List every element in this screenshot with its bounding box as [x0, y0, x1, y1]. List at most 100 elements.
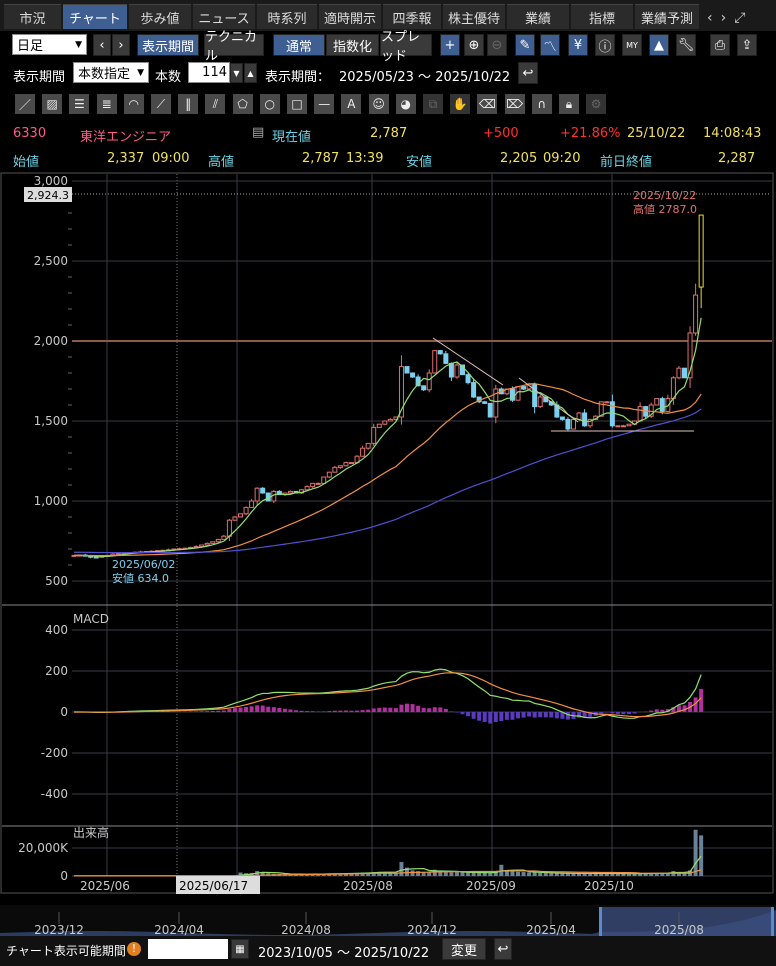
- macd-histogram-bar: [382, 707, 387, 712]
- hlines-tool-icon[interactable]: ☰: [69, 94, 90, 114]
- change-button[interactable]: 変更: [442, 938, 486, 960]
- area-chart-icon[interactable]: ▲: [649, 34, 669, 56]
- display-period-button[interactable]: 表示期間: [137, 34, 199, 56]
- eraser-tool-icon[interactable]: ⌫: [477, 94, 498, 114]
- wrench-icon[interactable]: 🔧︎: [676, 34, 696, 56]
- tab-0[interactable]: 市況: [4, 4, 61, 29]
- tab-6[interactable]: 四季報: [383, 4, 441, 29]
- navigator-selection[interactable]: [600, 907, 774, 936]
- expand-icon[interactable]: ⤢: [734, 9, 746, 26]
- eraser-all-tool-icon[interactable]: ⌦: [504, 94, 525, 114]
- candle: [360, 447, 366, 457]
- indexed-button[interactable]: 指数化: [326, 34, 379, 56]
- navigator-handle-left[interactable]: [599, 907, 602, 936]
- trendline[interactable]: [518, 377, 579, 423]
- cursor-tool-icon[interactable]: ◕: [395, 94, 416, 114]
- gear-tool-icon[interactable]: ⚙: [586, 94, 607, 114]
- period-mode-value: 本数指定: [78, 67, 131, 82]
- macd-histogram-bar: [693, 697, 698, 712]
- prev-button[interactable]: ‹: [93, 34, 111, 56]
- print-icon[interactable]: ⎙: [710, 34, 730, 56]
- lock-tool-icon[interactable]: 🔒︎: [559, 94, 579, 114]
- pentagon-tool-icon[interactable]: ⬠: [232, 94, 253, 114]
- fan2-tool-icon[interactable]: ⫽: [205, 94, 226, 114]
- date-input[interactable]: [148, 939, 228, 959]
- tab-scroll[interactable]: ‹ › ⤢: [701, 4, 745, 31]
- stock-chart[interactable]: 3,000 2,500 2,000 1,500 1,000 500 400 200 0 -200 -…: [0, 172, 776, 936]
- tab-2[interactable]: 歩み値: [129, 4, 191, 29]
- trendline[interactable]: [432, 337, 504, 386]
- chevron-left-icon[interactable]: ‹: [707, 9, 713, 26]
- zoom-in-icon[interactable]: ⊕: [464, 34, 484, 56]
- chevron-right-icon[interactable]: ›: [720, 9, 727, 26]
- volume-bar: [477, 872, 482, 876]
- document-icon[interactable]: ▤: [252, 125, 265, 140]
- count-down-icon[interactable]: ▼: [230, 63, 243, 83]
- technical-button[interactable]: テクニカル: [204, 30, 264, 64]
- normal-button[interactable]: 通常: [273, 34, 325, 56]
- volume-bar: [665, 872, 670, 876]
- yen-icon[interactable]: ¥: [568, 34, 588, 56]
- tab-1[interactable]: チャート: [63, 4, 127, 29]
- info-icon[interactable]: ⓘ: [595, 34, 615, 56]
- copy-tool-icon[interactable]: ⧉: [423, 94, 443, 114]
- stamp-tool-icon[interactable]: ☺: [368, 94, 389, 114]
- macd-histogram-bar: [377, 707, 382, 712]
- candle: [410, 372, 416, 378]
- macd-histogram-bar: [216, 710, 221, 712]
- export-icon[interactable]: ⇪: [737, 34, 757, 56]
- count-up-icon[interactable]: ▲: [244, 63, 257, 83]
- macd-histogram-bar: [460, 712, 465, 715]
- tab-9[interactable]: 指標: [571, 4, 633, 29]
- circle-tool-icon[interactable]: ○: [259, 94, 280, 114]
- count-input[interactable]: 114: [188, 62, 230, 83]
- calendar-icon[interactable]: ▦: [231, 939, 249, 959]
- navigator-handle-right[interactable]: [771, 907, 774, 936]
- undo-icon[interactable]: ↩: [518, 62, 538, 84]
- line-tool-icon[interactable]: ／: [15, 94, 35, 114]
- tab-3[interactable]: ニュース: [193, 4, 255, 29]
- hlines2-tool-icon[interactable]: ≣: [96, 94, 117, 114]
- tab-5[interactable]: 適時開示: [319, 4, 381, 29]
- candle: [654, 398, 660, 406]
- vlines-tool-icon[interactable]: ‖: [178, 94, 199, 114]
- text-tool-icon[interactable]: A: [341, 94, 362, 114]
- volume-bar: [638, 873, 643, 876]
- tab-10[interactable]: 業績予測: [635, 4, 699, 29]
- plus-button[interactable]: +: [440, 34, 460, 56]
- fan-tool-icon[interactable]: ⟋: [151, 94, 171, 114]
- open-time: 09:00: [152, 151, 190, 166]
- magnet-tool-icon[interactable]: ∩: [531, 94, 552, 114]
- volume-bar: [343, 873, 348, 876]
- pencil-icon[interactable]: ✎: [515, 34, 535, 56]
- hline-tool-icon[interactable]: —: [314, 94, 335, 114]
- macd-tick-label: -400: [41, 787, 68, 801]
- ruler-tool-icon[interactable]: ▨: [42, 94, 63, 114]
- macd-histogram-bar: [194, 711, 199, 712]
- candle: [426, 372, 432, 391]
- rect-tool-icon[interactable]: □: [287, 94, 307, 114]
- macd-histogram-bar: [321, 711, 326, 712]
- period-select[interactable]: 日足 ▼: [12, 34, 87, 55]
- tab-8[interactable]: 業績: [507, 4, 569, 29]
- tab-4[interactable]: 時系列: [257, 4, 317, 29]
- reset-icon[interactable]: ↩: [494, 938, 512, 960]
- macd-tick-label: 200: [45, 664, 68, 678]
- price-tick-label: 1,500: [34, 414, 68, 428]
- chart-cursor-icon[interactable]: 〽: [540, 34, 560, 56]
- volume-bar: [405, 867, 409, 876]
- high-label: 高値: [208, 155, 235, 170]
- spread-button[interactable]: スプレッド: [380, 30, 432, 64]
- period-mode-select[interactable]: 本数指定 ▼: [73, 62, 149, 83]
- my-chart-icon[interactable]: MY: [622, 34, 642, 56]
- macd-tick-label: 0: [60, 705, 68, 719]
- volume-bar: [588, 873, 593, 876]
- macd-histogram-bar: [416, 705, 421, 712]
- tab-7[interactable]: 株主優待: [443, 4, 505, 29]
- zoom-out-icon[interactable]: ⊖: [487, 34, 507, 56]
- arc-tool-icon[interactable]: ◠: [123, 94, 144, 114]
- candle: [93, 556, 99, 559]
- hand-tool-icon[interactable]: ✋: [450, 94, 471, 114]
- candle: [437, 350, 443, 355]
- next-button[interactable]: ›: [112, 34, 130, 56]
